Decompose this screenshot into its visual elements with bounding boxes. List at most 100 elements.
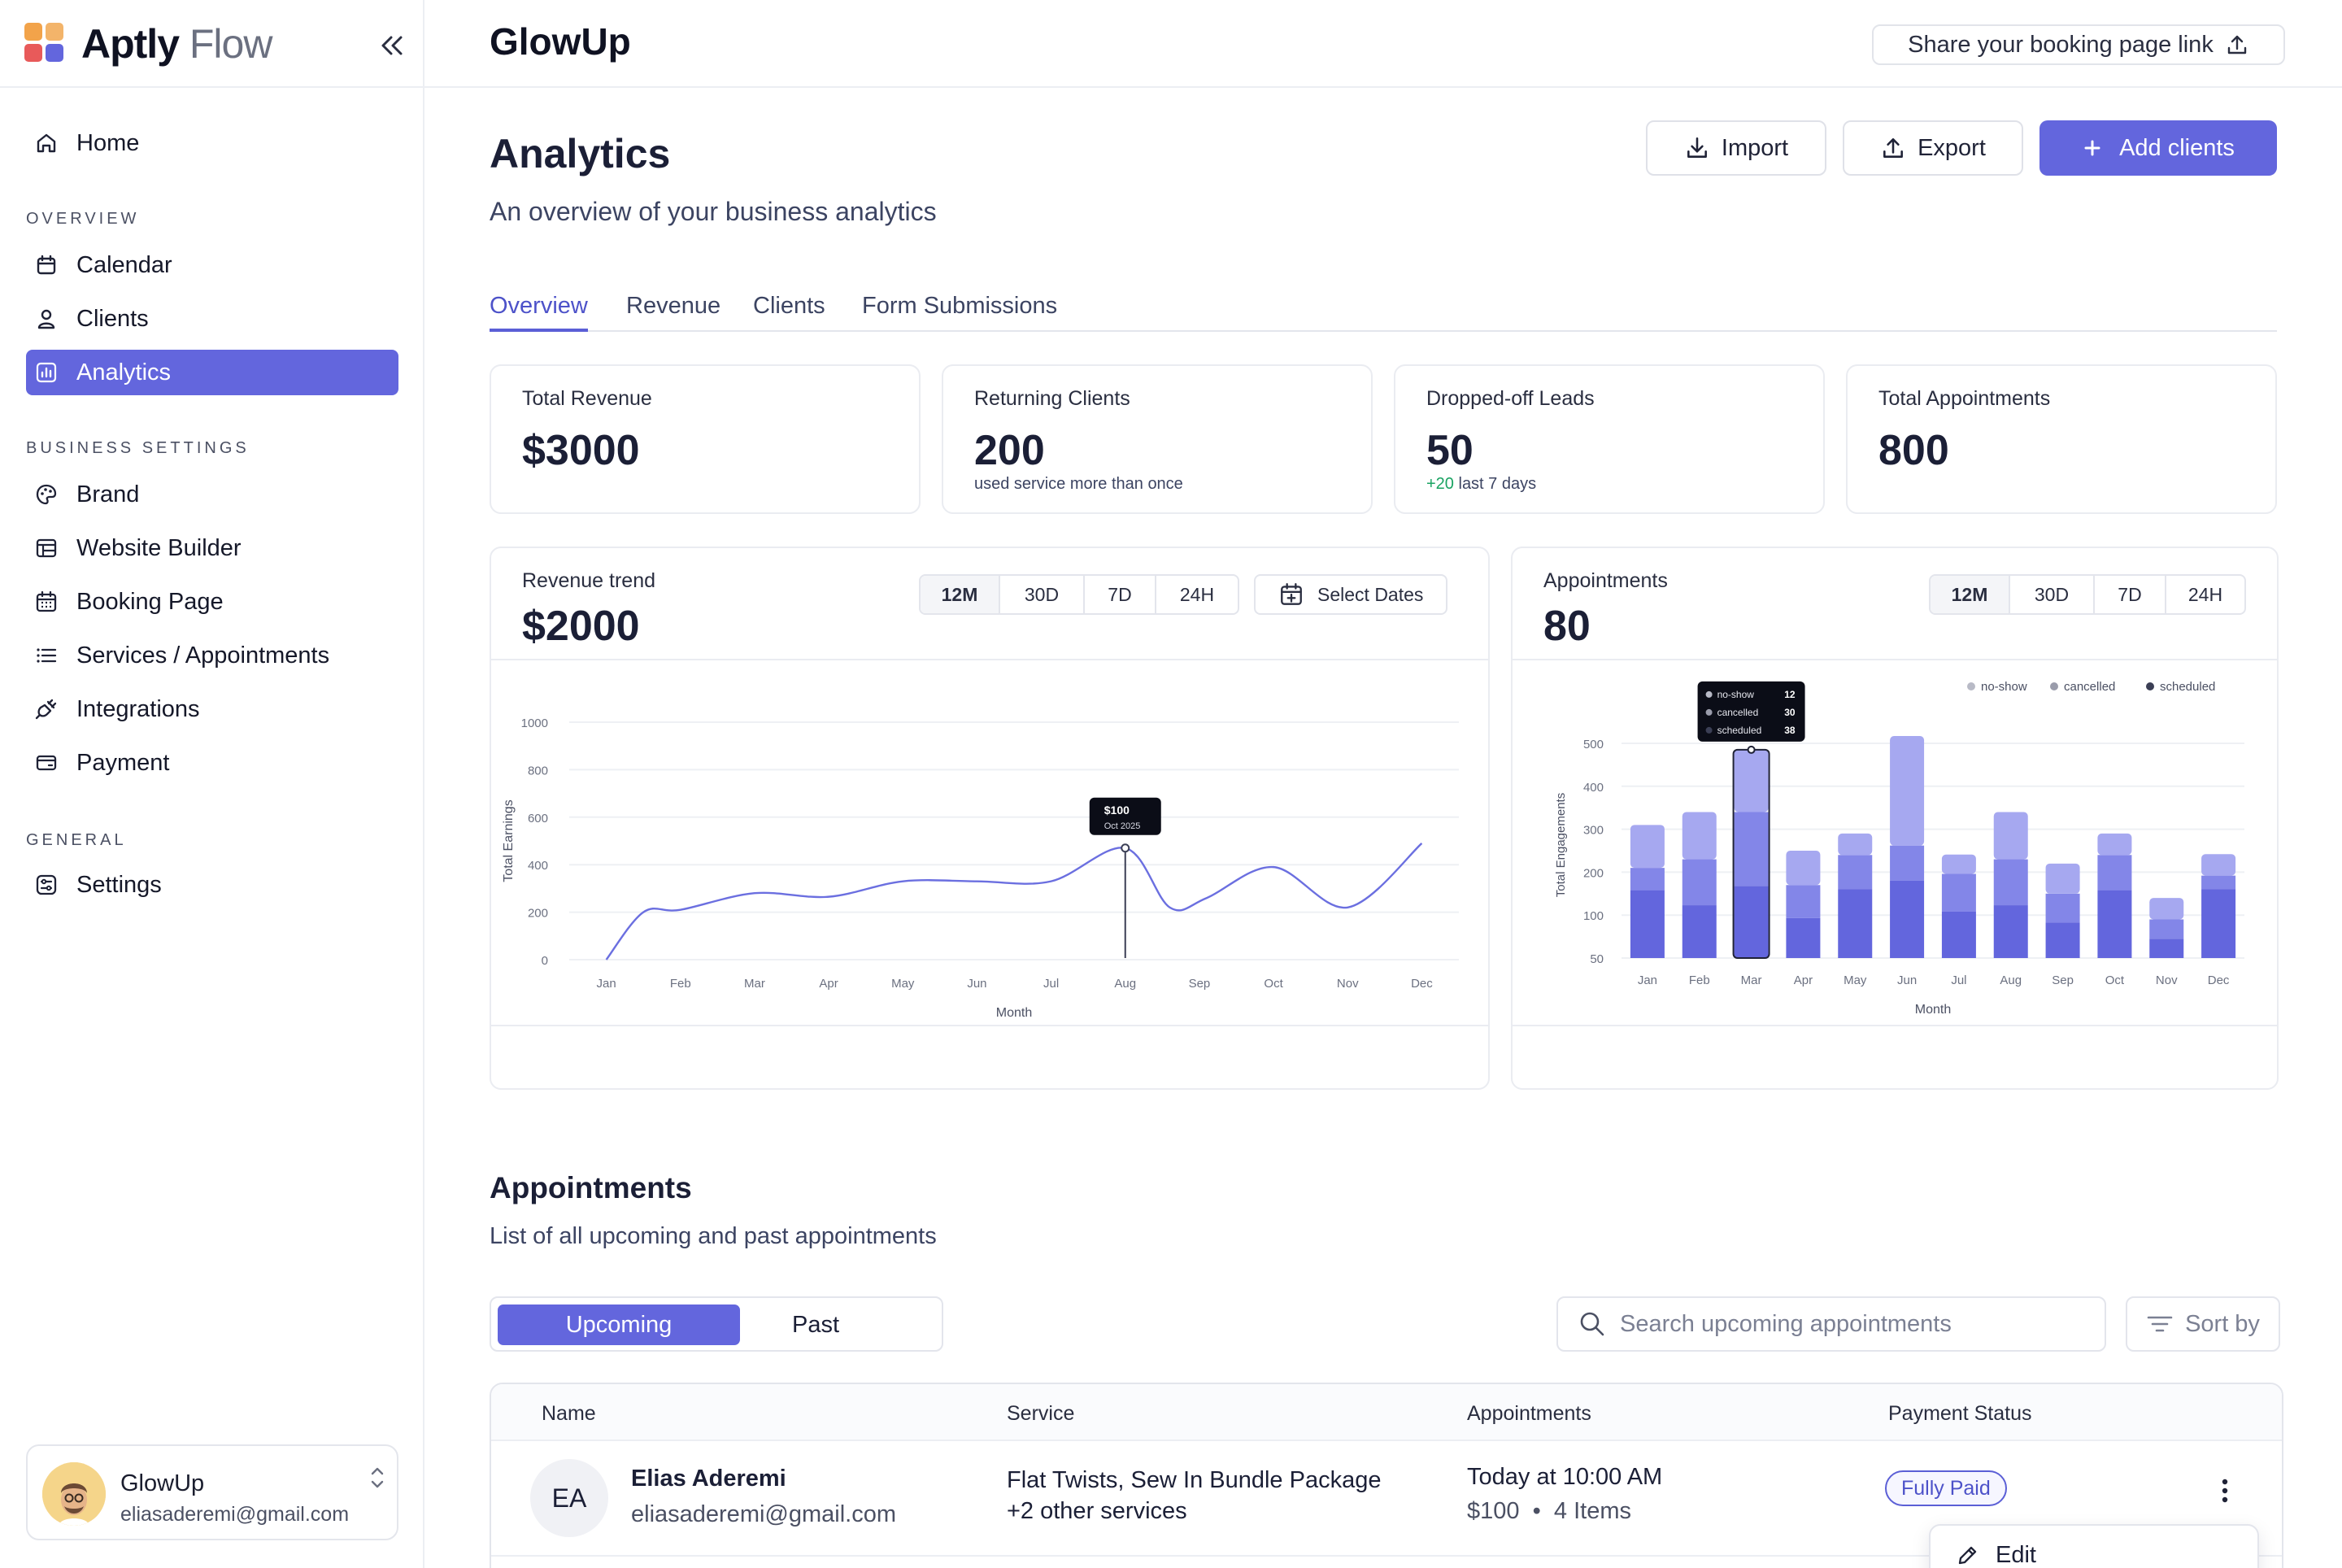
collapse-sidebar-button[interactable] [376, 29, 408, 62]
tooltip-box [1089, 797, 1161, 835]
x-tick-label: Dec [2208, 973, 2230, 987]
bar-segment-no-show [1682, 812, 1717, 860]
toggle-past[interactable]: Past [791, 1311, 840, 1338]
y-tick-label: 0 [542, 954, 548, 968]
service-more: +2 other services [1007, 1498, 1187, 1524]
sidebar-header: Aptly Flow [0, 0, 424, 88]
section-label-business-settings: BUSINESS SETTINGS [26, 439, 250, 457]
tab-clients[interactable]: Clients [753, 293, 825, 319]
x-tick-label: Sep [2052, 973, 2074, 987]
stat-delta: +20 [1426, 475, 1454, 493]
import-label: Import [1721, 134, 1789, 161]
sidebar-item-services[interactable]: Services / Appointments [26, 633, 398, 678]
sidebar-item-calendar[interactable]: Calendar [26, 242, 398, 288]
select-dates-button[interactable]: Select Dates [1254, 574, 1448, 615]
stat-title: Total Revenue [522, 387, 652, 410]
range-option-24h[interactable]: 24H [2187, 583, 2223, 605]
tooltip-dot [1705, 726, 1713, 734]
column-header-name: Name [542, 1402, 596, 1425]
sort-by-button[interactable]: Sort by [2126, 1296, 2280, 1352]
row-actions-button[interactable] [2209, 1470, 2241, 1511]
analytics-icon [33, 359, 60, 386]
range-option-24h[interactable]: 24H [1179, 583, 1215, 605]
x-tick-label: Jan [596, 977, 616, 991]
sidebar-item-payment[interactable]: Payment [26, 740, 398, 786]
add-clients-button[interactable]: Add clients [2039, 120, 2277, 176]
toggle-upcoming[interactable]: Upcoming [498, 1304, 740, 1345]
table-header: Name Service Appointments Payment Status [491, 1384, 2282, 1441]
range-option-30d[interactable]: 30D [1000, 576, 1085, 613]
search-input[interactable] [1620, 1310, 2075, 1338]
table-row[interactable]: EA Elias Aderemi eliasaderemi@gmail.com … [491, 1443, 2282, 1557]
bar-segment-scheduled [1993, 905, 2028, 958]
upcoming-past-toggle: Upcoming Past [490, 1296, 943, 1352]
y-tick-label: 1000 [521, 716, 548, 730]
stat-note-text: last 7 days [1453, 475, 1537, 493]
range-option-12m[interactable]: 12M [921, 576, 1000, 613]
range-option-30d[interactable]: 30D [2010, 576, 2095, 613]
filter-lines-icon [2147, 1316, 2173, 1332]
sidebar-item-brand[interactable]: Brand [26, 472, 398, 517]
import-button[interactable]: Import [1646, 120, 1826, 176]
plus-icon [2084, 140, 2100, 156]
payment-status-badge: Fully Paid [1885, 1470, 2007, 1506]
sidebar-item-clients[interactable]: Clients [26, 296, 398, 342]
menu-item-label: Edit [1996, 1542, 2036, 1568]
sidebar: Aptly Flow Home OVERVIEW Calendar Client… [0, 0, 424, 1568]
x-axis-label: Month [1915, 1003, 1951, 1017]
stat-title: Returning Clients [974, 387, 1130, 410]
palette-icon [33, 481, 60, 508]
appointments-bar-chart: 50 100 200 300 400 500 Jan Feb Mar no-show 12 cance… [1554, 680, 2244, 1017]
range-option-7d[interactable]: 7D [1085, 576, 1156, 613]
stat-title: Total Appointments [1878, 387, 2051, 410]
divider [491, 1025, 1488, 1026]
sidebar-item-home[interactable]: Home [26, 120, 398, 166]
x-tick-label: Jul [1043, 977, 1059, 991]
sidebar-item-label: Brand [76, 481, 140, 507]
tab-revenue[interactable]: Revenue [626, 293, 721, 319]
tooltip-series-name: no-show [1717, 689, 1755, 700]
column-header-appointments: Appointments [1467, 1402, 1591, 1425]
y-tick-label: 400 [528, 859, 548, 873]
service-name: Flat Twists, Sew In Bundle Package [1007, 1467, 1382, 1493]
bar-segment-no-show [2201, 854, 2236, 876]
sidebar-item-website-builder[interactable]: Website Builder [26, 525, 398, 571]
topbar: GlowUp Share your booking page link [424, 0, 2342, 88]
menu-item-edit[interactable]: Edit [1955, 1542, 2036, 1568]
bar-segment-no-show [2097, 833, 2132, 856]
tab-form-submissions[interactable]: Form Submissions [862, 293, 1058, 319]
share-booking-link-button[interactable]: Share your booking page link [1872, 24, 2285, 65]
appointment-price-items: $100 • 4 Items [1467, 1498, 1631, 1524]
client-email: eliasaderemi@gmail.com [631, 1501, 896, 1527]
select-dates-label: Select Dates [1317, 583, 1424, 605]
account-switcher[interactable]: GlowUp eliasaderemi@gmail.com [26, 1444, 398, 1540]
sidebar-item-booking-page[interactable]: Booking Page [26, 579, 398, 625]
range-option-12m[interactable]: 12M [1931, 576, 2010, 613]
legend-dot-scheduled [2146, 682, 2154, 690]
page-subtitle: An overview of your business analytics [490, 197, 937, 226]
bar-segment-no-show [1890, 736, 1925, 846]
sidebar-item-settings[interactable]: Settings [26, 862, 398, 908]
client-name: Elias Aderemi [631, 1466, 786, 1492]
more-vertical-icon [2222, 1479, 2228, 1503]
tooltip-box [1697, 681, 1805, 742]
sidebar-item-integrations[interactable]: Integrations [26, 686, 398, 732]
x-tick-label: Feb [1689, 973, 1710, 987]
stat-note: used service more than once [974, 475, 1183, 493]
y-axis-label: Total Earnings [502, 799, 516, 882]
column-header-service: Service [1007, 1402, 1075, 1425]
bar-segment-scheduled [1682, 905, 1717, 958]
stat-value: $3000 [522, 427, 640, 474]
range-option-7d[interactable]: 7D [2095, 576, 2166, 613]
appointments-subtitle: List of all upcoming and past appointmen… [490, 1223, 937, 1249]
sidebar-item-label: Home [76, 129, 140, 156]
row-actions-menu: Edit [1929, 1524, 2259, 1568]
bar-segment-scheduled [1786, 917, 1821, 958]
sidebar-item-analytics[interactable]: Analytics [26, 350, 398, 395]
tab-overview[interactable]: Overview [490, 293, 588, 332]
appointments-chart-panel: Appointments 80 12M 30D 7D 24H 50 100 200 3… [1511, 547, 2279, 1090]
export-button[interactable]: Export [1843, 120, 2023, 176]
add-clients-label: Add clients [2119, 134, 2235, 161]
bar-segment-cancelled [1993, 859, 2028, 906]
pencil-icon [1958, 1546, 1977, 1564]
